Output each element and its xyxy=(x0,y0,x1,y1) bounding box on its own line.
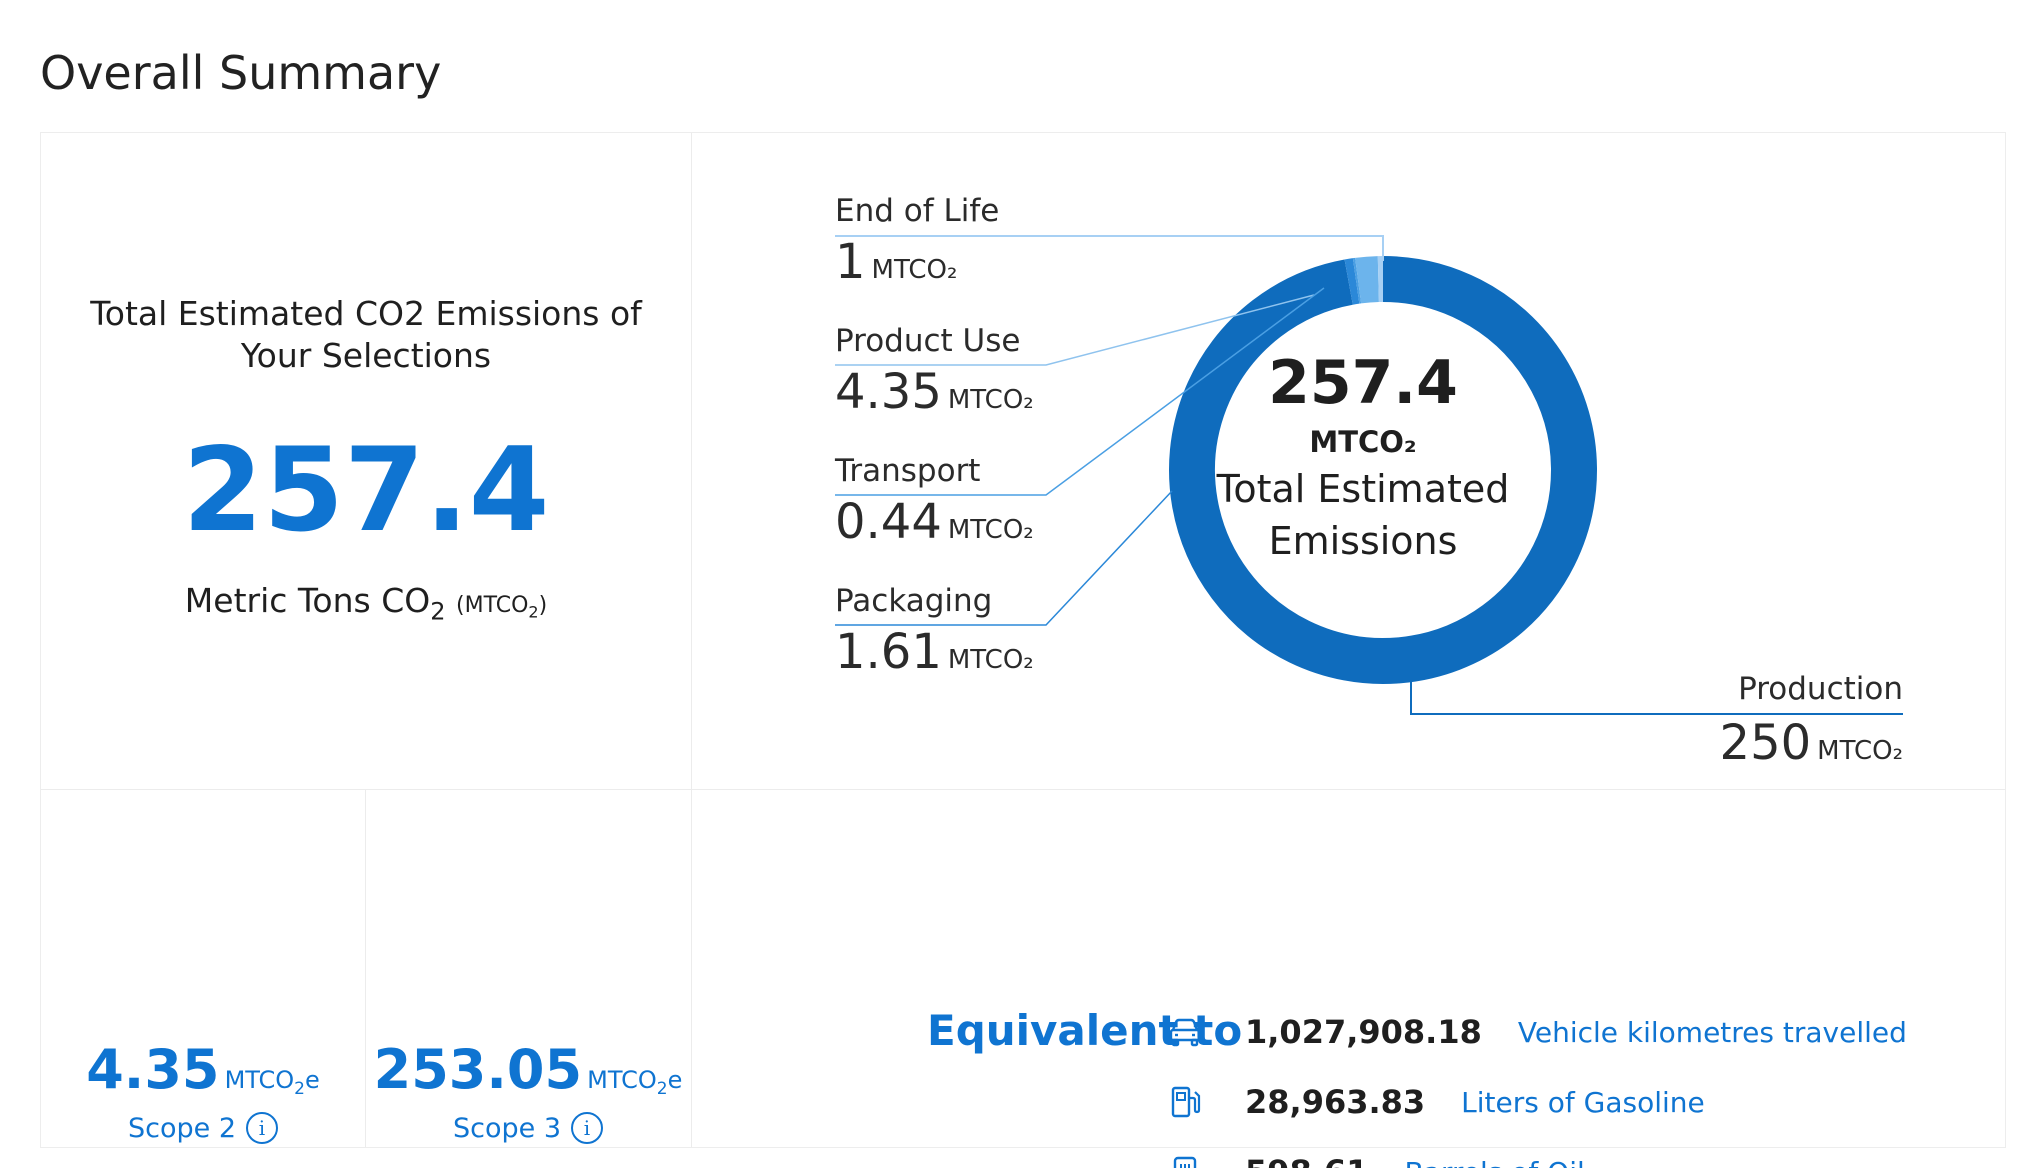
donut-arcs xyxy=(1169,256,1597,684)
product-use-unit: MTCO₂ xyxy=(947,385,1034,415)
scope-2-value: 4.35 MTCO2e xyxy=(41,1038,365,1101)
end-of-life-value: 1 MTCO₂ xyxy=(835,238,957,286)
end-of-life-number: 1 xyxy=(835,234,866,290)
donut-center-label: Total Estimated Emissions xyxy=(1213,463,1513,567)
vertical-divider-main xyxy=(691,133,692,1147)
scope-3-label: Scope 3 xyxy=(452,1112,561,1144)
scope-2-info-icon[interactable]: i xyxy=(246,1112,278,1144)
production-value: 250 MTCO₂ xyxy=(1603,719,1903,767)
unit-prefix: Metric Tons CO xyxy=(184,581,431,620)
unit-abbr-close: ) xyxy=(538,593,548,618)
equivalent-row-vehicle: 1,027,908.18 Vehicle kilometres travelle… xyxy=(1167,1008,1907,1056)
scope-3-unit: MTCO2e xyxy=(587,1066,683,1099)
unit-abbr-open: (MTCO xyxy=(456,593,529,618)
total-emissions-unit: Metric Tons CO2 (MTCO2) xyxy=(41,581,691,626)
scope-3-cell: 253.05 MTCO2e Scope 3 i xyxy=(366,790,690,1148)
unit-abbreviation: (MTCO2) xyxy=(456,593,548,622)
scope-2-label-row: Scope 2 i xyxy=(41,1112,365,1144)
scope-2-cell: 4.35 MTCO2e Scope 2 i xyxy=(41,790,365,1148)
oil-barrels-link[interactable]: Barrels of Oil xyxy=(1404,1156,1584,1168)
horizontal-divider xyxy=(41,789,2005,790)
donut-center-label-line2: Emissions xyxy=(1268,519,1458,563)
production-unit: MTCO₂ xyxy=(1817,736,1903,766)
transport-number: 0.44 xyxy=(835,494,942,550)
emissions-donut-chart xyxy=(835,235,1903,715)
total-emissions-value: 257.4 xyxy=(182,423,550,558)
gas-pump-icon xyxy=(1171,1086,1201,1118)
production-leader-line xyxy=(1410,681,1903,715)
end-of-life-unit: MTCO₂ xyxy=(871,255,958,285)
production-number: 250 xyxy=(1719,715,1812,771)
oil-barrel-icon xyxy=(1173,1156,1197,1168)
packaging-number: 1.61 xyxy=(835,624,942,680)
page-title: Overall Summary xyxy=(40,46,442,100)
product-use-label: Product Use xyxy=(835,323,1021,359)
product-use-value: 4.35 MTCO₂ xyxy=(835,368,1034,416)
unit-subscript: 2 xyxy=(430,597,446,626)
product-use-leader-line xyxy=(835,294,1315,366)
total-emissions-panel: Total Estimated CO2 Emissions of Your Se… xyxy=(41,133,691,789)
production-label: Production xyxy=(1738,671,1903,707)
summary-card: Total Estimated CO2 Emissions of Your Se… xyxy=(40,132,2006,1168)
product-use-number: 4.35 xyxy=(835,364,942,420)
donut-center-value: 257.4 xyxy=(1268,348,1458,418)
gasoline-value: 28,963.83 xyxy=(1245,1083,1426,1121)
equivalent-row-gasoline: 28,963.83 Liters of Gasoline xyxy=(1167,1078,1705,1126)
car-icon xyxy=(1169,1018,1201,1047)
equivalents-panel: Equivalent to 1,027,908.18 Vehicle kilom… xyxy=(692,790,2006,1168)
scope-2-unit: MTCO2e xyxy=(224,1066,320,1099)
gasoline-link[interactable]: Liters of Gasoline xyxy=(1461,1085,1705,1119)
scope-2-number: 4.35 xyxy=(86,1038,220,1101)
end-of-life-leader-line xyxy=(835,235,1384,261)
packaging-value: 1.61 MTCO₂ xyxy=(835,628,1034,676)
transport-label: Transport xyxy=(835,453,981,489)
donut-center-summary: 257.4 MTCO₂ Total Estimated Emissions xyxy=(1213,353,1513,567)
unit-abbr-subscript: 2 xyxy=(528,602,539,622)
vehicle-km-link[interactable]: Vehicle kilometres travelled xyxy=(1517,1015,1907,1049)
donut-segment-production[interactable] xyxy=(1169,256,1597,684)
donut-center-label-line1: Total Estimated xyxy=(1216,467,1510,511)
equivalent-row-oil: 598.61 Barrels of Oil xyxy=(1167,1148,1585,1168)
end-of-life-label: End of Life xyxy=(835,193,1000,229)
transport-value: 0.44 MTCO₂ xyxy=(835,498,1034,546)
packaging-leader-line xyxy=(835,490,1173,626)
scope-3-unit-suffix: e xyxy=(667,1066,683,1094)
transport-unit: MTCO₂ xyxy=(947,515,1034,545)
scope-3-info-icon[interactable]: i xyxy=(571,1112,603,1144)
scope-3-label-row: Scope 3 i xyxy=(366,1112,690,1144)
scope-3-number: 253.05 xyxy=(373,1038,583,1101)
donut-center-unit: MTCO₂ xyxy=(1309,425,1417,459)
donut-segment-packaging[interactable] xyxy=(1344,258,1360,305)
vehicle-km-value: 1,027,908.18 xyxy=(1245,1013,1482,1051)
packaging-unit: MTCO₂ xyxy=(947,645,1034,675)
donut-segment-product-use[interactable] xyxy=(1355,256,1380,304)
scope-3-unit-sub: 2 xyxy=(656,1078,668,1099)
scope-2-unit-sub: 2 xyxy=(294,1078,305,1099)
scope-3-unit-text: MTCO xyxy=(587,1066,657,1094)
scope-2-unit-suffix: e xyxy=(305,1066,320,1094)
scope-3-value: 253.05 MTCO2e xyxy=(366,1038,690,1101)
scope-2-unit-text: MTCO xyxy=(224,1066,295,1094)
vertical-divider-scopes xyxy=(365,789,366,1147)
transport-leader-line xyxy=(835,287,1325,496)
emissions-breakdown-panel: End of Life 1 MTCO₂ Product Use 4.35 MTCO₂… xyxy=(692,133,2006,789)
scope-2-label: Scope 2 xyxy=(127,1112,236,1144)
oil-barrels-value: 598.61 xyxy=(1245,1153,1368,1168)
packaging-label: Packaging xyxy=(835,583,993,619)
total-emissions-heading: Total Estimated CO2 Emissions of Your Se… xyxy=(90,294,642,375)
